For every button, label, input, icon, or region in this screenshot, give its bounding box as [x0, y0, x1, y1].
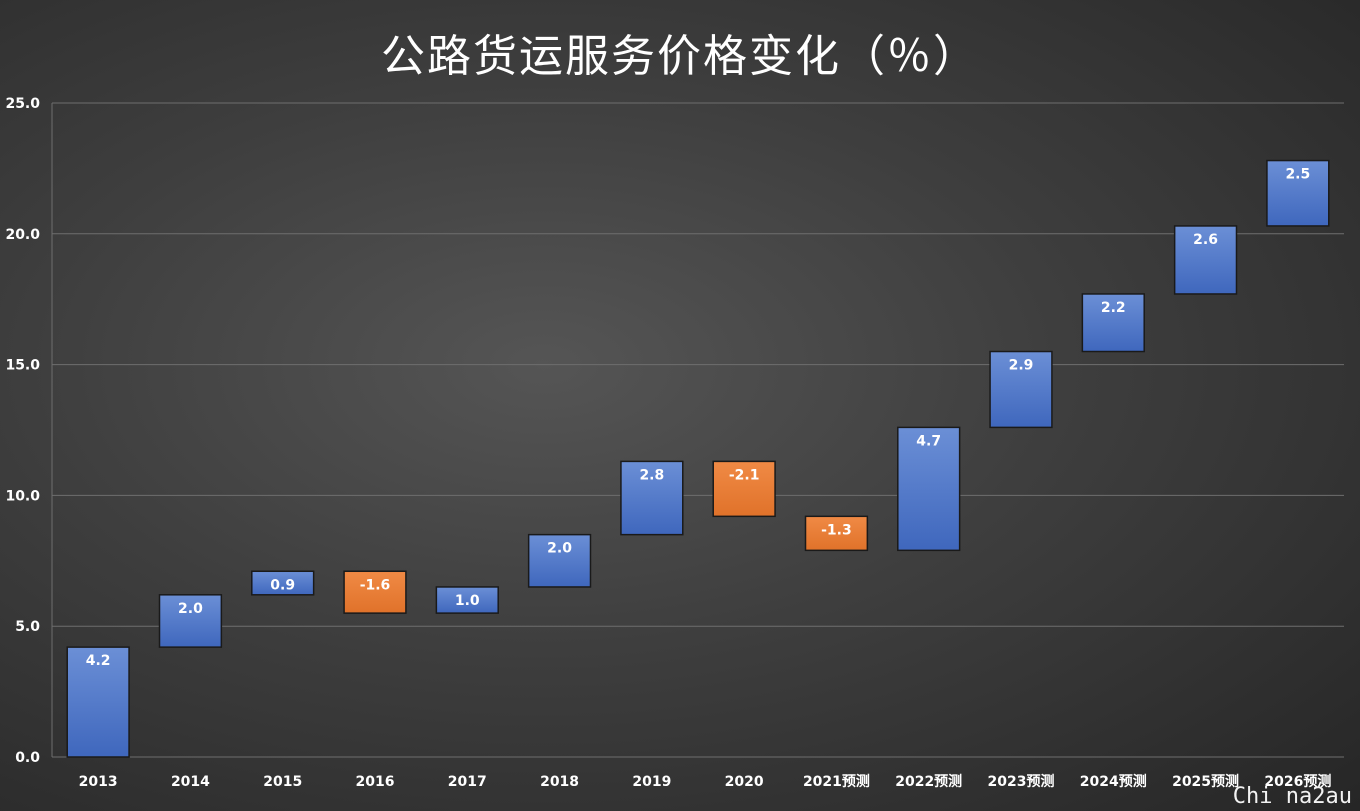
bars [66, 159, 1330, 758]
y-tick-label: 0.0 [15, 750, 40, 766]
y-tick-label: 5.0 [15, 619, 40, 635]
data-label: 2.5 [1285, 167, 1310, 183]
data-label: -1.6 [360, 577, 391, 593]
watermark: Chi na2au [1232, 784, 1352, 809]
y-axis: 0.0 5.0 10.0 15.0 20.0 25.0 [5, 96, 53, 766]
x-tick-label: 2017 [448, 774, 487, 790]
chart-title: 公路货运服务价格变化（％） [381, 31, 979, 82]
data-label: 4.2 [86, 653, 111, 669]
bar-2023预测 [989, 350, 1053, 429]
bar-2021预测 [804, 515, 869, 552]
data-label: 2.0 [178, 601, 203, 617]
data-labels: 4.2 2.0 0.9 -1.6 1.0 2.0 2.8 -2.1 -1.3 4.7 2.9 2.2 2… [86, 167, 1311, 670]
data-label: 1.0 [455, 593, 480, 609]
y-tick-label: 10.0 [5, 488, 40, 504]
bar-2022预测 [897, 426, 961, 552]
bar-2017 [435, 586, 499, 614]
y-tick-label: 15.0 [5, 358, 40, 374]
y-tick-label: 20.0 [5, 227, 40, 243]
data-label: -1.3 [821, 522, 852, 538]
bar-2025预测 [1173, 225, 1238, 295]
data-label: 2.9 [1009, 358, 1034, 374]
bar-2019 [620, 460, 684, 536]
x-tick-label: 2026预测 [1264, 773, 1331, 790]
x-tick-label: 2020 [725, 774, 764, 790]
bar-2020 [712, 460, 776, 518]
x-tick-label: 2014 [171, 774, 210, 790]
data-label: 2.2 [1101, 300, 1126, 316]
gridlines [52, 102, 1344, 758]
bar-2013 [66, 646, 130, 758]
bar-2018 [527, 533, 592, 588]
bar-2014 [158, 594, 223, 648]
data-label: 2.8 [639, 467, 664, 483]
data-label: 0.9 [270, 577, 295, 593]
x-tick-label: 2013 [79, 774, 118, 790]
x-tick-label: 2015 [263, 774, 302, 790]
data-label: 4.7 [916, 433, 941, 449]
x-tick-label: 2023预测 [988, 773, 1055, 790]
x-tick-label: 2025预测 [1172, 773, 1239, 790]
data-label: 2.6 [1193, 232, 1218, 248]
bar-2015 [251, 570, 315, 596]
x-tick-label: 2019 [632, 774, 671, 790]
y-tick-label: 25.0 [5, 96, 40, 112]
x-tick-label: 2016 [356, 774, 395, 790]
bar-2024预测 [1081, 293, 1145, 353]
bar-2016 [343, 570, 407, 614]
x-tick-label: 2024预测 [1080, 773, 1147, 790]
x-tick-label: 2022预测 [895, 773, 962, 790]
bar-2026预测 [1266, 159, 1330, 227]
x-tick-label: 2021预测 [803, 773, 870, 790]
data-label: -2.1 [729, 467, 760, 483]
x-axis: 2013 2014 2015 2016 2017 2018 2019 2020 2021预测 20… [79, 773, 1332, 790]
data-label: 2.0 [547, 541, 572, 557]
x-tick-label: 2018 [540, 774, 579, 790]
